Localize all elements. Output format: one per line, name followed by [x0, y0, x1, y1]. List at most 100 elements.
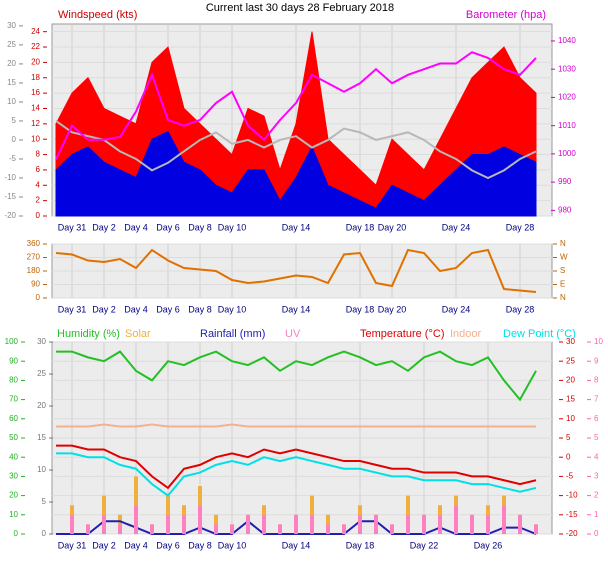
bar [246, 514, 250, 534]
bar [374, 514, 378, 534]
y-tick-label: 20 [566, 376, 575, 385]
y-tick-label: 1000 [558, 149, 576, 158]
y-tick-label: 15 [37, 433, 46, 442]
y-tick-label: 1030 [558, 64, 576, 73]
y-tick-label: 80 [9, 376, 18, 385]
y-tick-label: 30 [7, 21, 16, 30]
bar [534, 524, 538, 534]
line [55, 51, 537, 160]
y-tick-label: -15 [4, 192, 16, 201]
y-tick-label: 990 [558, 177, 572, 186]
y-tick-label: 4 [36, 180, 41, 189]
y-tick-label: 0 [594, 529, 599, 538]
y-tick-label: 10 [31, 134, 40, 143]
y-tick-label: 360 [27, 239, 41, 248]
y-tick-label: E [560, 280, 565, 289]
y-tick-label: 6 [594, 414, 599, 423]
y-tick-label: 980 [558, 205, 572, 214]
y-tick-label: 20 [7, 59, 16, 68]
x-tick-label: Day 10 [218, 304, 247, 314]
bar [294, 514, 298, 534]
y-tick-label: 60 [9, 414, 18, 423]
legend-label: Rainfall (mm) [200, 328, 265, 340]
y-tick-label: 20 [37, 401, 46, 410]
bar [486, 514, 490, 534]
legend-label: Temperature (°C) [360, 328, 444, 340]
y-tick-label: 30 [566, 337, 575, 346]
y-tick-label: 0 [14, 529, 19, 538]
x-tick-label: Day 26 [474, 540, 503, 550]
x-tick-label: Day 28 [506, 222, 535, 232]
line [55, 248, 537, 293]
y-tick-label: 180 [27, 266, 41, 275]
x-tick-label: Day 14 [282, 222, 311, 232]
bar [454, 505, 458, 534]
y-tick-label: 8 [36, 150, 41, 159]
y-tick-label: 5 [42, 497, 47, 506]
x-tick-label: Day 4 [124, 540, 148, 550]
x-tick-label: Day 18 [346, 222, 375, 232]
x-tick-label: Day 20 [378, 304, 407, 314]
y-tick-label: 15 [566, 395, 575, 404]
x-tick-label: Day 14 [282, 540, 311, 550]
y-tick-label: -5 [566, 472, 574, 481]
bar [422, 514, 426, 534]
y-tick-label: 5 [594, 433, 599, 442]
legend-label: Indoor [450, 328, 482, 340]
bar [358, 514, 362, 534]
y-tick-label: 10 [7, 97, 16, 106]
y-tick-label: 1 [594, 510, 599, 519]
y-tick-label: 7 [594, 395, 599, 404]
bar [502, 505, 506, 534]
bar [326, 524, 330, 534]
x-tick-label: Day 18 [346, 304, 375, 314]
y-tick-label: 1040 [558, 36, 576, 45]
y-tick-label: 10 [566, 414, 575, 423]
bar [390, 524, 394, 534]
x-tick-label: Day 2 [92, 222, 116, 232]
bar [166, 514, 170, 534]
bar [198, 505, 202, 534]
bar [182, 514, 186, 534]
x-tick-label: Day 8 [188, 540, 212, 550]
bar [70, 514, 74, 534]
bar [438, 514, 442, 534]
chart-title: Current last 30 days 28 February 2018 [206, 2, 394, 14]
line [56, 452, 537, 497]
bar [406, 514, 410, 534]
x-tick-label: Day 8 [188, 222, 212, 232]
y-tick-label: 100 [5, 337, 19, 346]
y-tick-label: -20 [4, 211, 16, 220]
bar [230, 524, 234, 534]
legend-label: Dew Point (°C) [503, 328, 576, 340]
y-tick-label: 24 [31, 27, 40, 36]
line [56, 423, 536, 428]
y-tick-label: 30 [9, 472, 18, 481]
y-tick-label: 40 [9, 452, 18, 461]
y-tick-label: -10 [566, 491, 578, 500]
x-tick-label: Day 31 [58, 222, 87, 232]
x-tick-label: Day 14 [282, 304, 311, 314]
x-tick-label: Day 24 [442, 304, 471, 314]
bar [278, 524, 282, 534]
area [55, 130, 537, 217]
bar [134, 505, 138, 534]
y-tick-label: 0 [42, 529, 47, 538]
y-tick-label: -10 [4, 173, 16, 182]
bar [214, 524, 218, 534]
bar [470, 514, 474, 534]
bar [342, 524, 346, 534]
y-tick-label: 90 [9, 356, 18, 365]
y-tick-label: 10 [37, 465, 46, 474]
y-tick-label: N [560, 239, 566, 248]
bar [102, 514, 106, 534]
y-tick-label: 12 [31, 119, 40, 128]
y-tick-label: 1010 [558, 121, 576, 130]
y-tick-label: 9 [594, 356, 599, 365]
x-tick-label: Day 31 [58, 304, 87, 314]
y-tick-label: 25 [566, 356, 575, 365]
legend-label: UV [285, 328, 301, 340]
y-tick-label: 10 [594, 337, 603, 346]
y-tick-label: 5 [566, 433, 571, 442]
x-tick-label: Day 6 [156, 222, 180, 232]
